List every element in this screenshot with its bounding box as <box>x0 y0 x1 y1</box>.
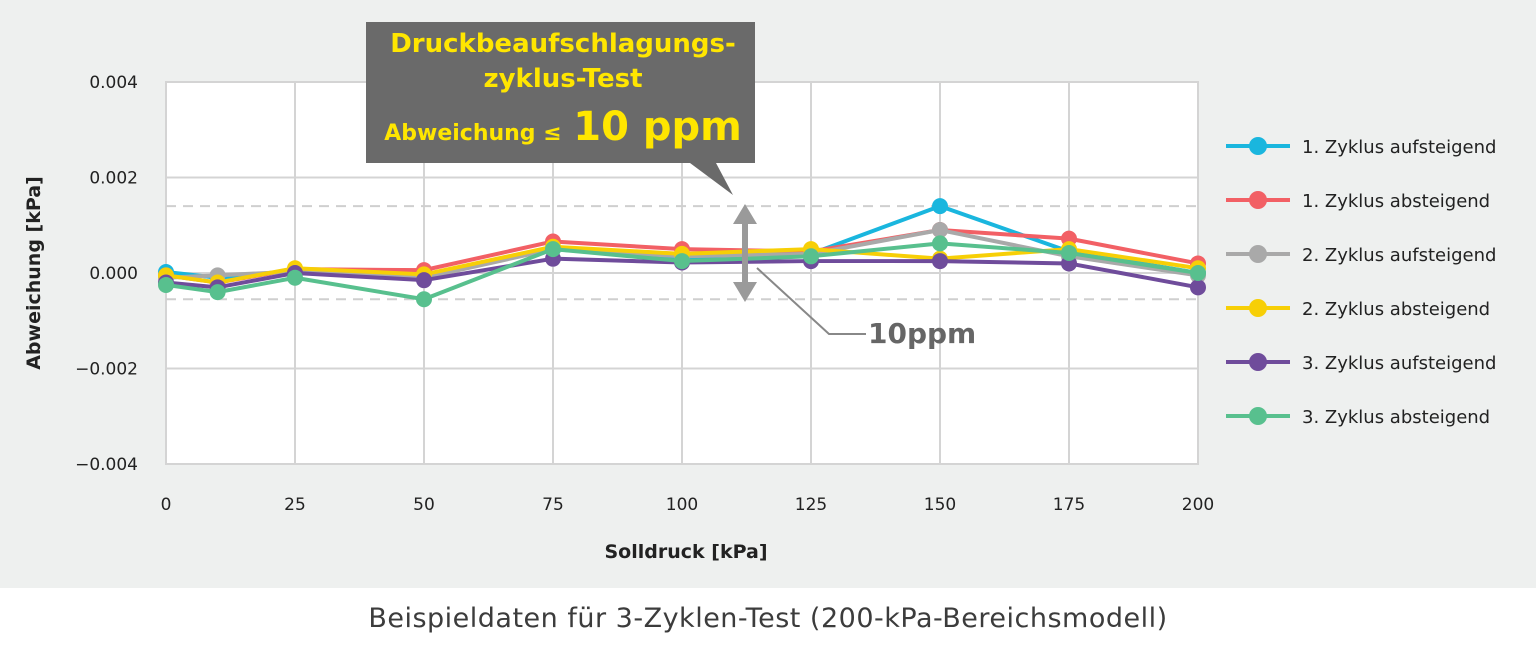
y-tick-label: −0.002 <box>75 360 138 380</box>
data-point <box>1190 279 1206 296</box>
data-point <box>1061 244 1077 261</box>
data-point <box>287 269 303 286</box>
data-point <box>932 198 948 215</box>
band-label: 10ppm <box>868 317 976 350</box>
data-point <box>158 276 174 293</box>
legend-item: 3. Zyklus absteigend <box>1226 407 1490 428</box>
legend-label: 3. Zyklus absteigend <box>1302 407 1490 428</box>
legend-item: 1. Zyklus absteigend <box>1226 191 1490 212</box>
callout-box <box>366 22 755 195</box>
data-point <box>674 253 690 270</box>
y-axis-title: Abweichung [kPa] <box>23 176 45 370</box>
x-tick-label: 50 <box>413 495 435 515</box>
legend: 1. Zyklus aufsteigend 1. Zyklus absteigen… <box>1226 137 1496 428</box>
chart-svg: 0 25 50 75 100 125 150 175 200 0.004 0.002 0.000 −0.… <box>23 22 1496 563</box>
y-tick-label: 0.002 <box>89 169 138 189</box>
y-tick-label: −0.004 <box>75 455 138 475</box>
data-point <box>932 253 948 270</box>
series-line <box>165 256 1199 290</box>
legend-swatch-marker <box>1249 137 1267 155</box>
legend-label: 2. Zyklus absteigend <box>1302 299 1490 320</box>
legend-label: 1. Zyklus absteigend <box>1302 191 1490 212</box>
data-point <box>416 272 432 289</box>
legend-swatch-marker <box>1249 245 1267 263</box>
data-point <box>416 291 432 308</box>
series-line <box>165 244 1199 285</box>
data-point <box>1190 265 1206 281</box>
data-point <box>545 241 561 258</box>
legend-item: 2. Zyklus absteigend <box>1226 299 1490 320</box>
x-tick-label: 175 <box>1053 495 1085 515</box>
legend-label: 1. Zyklus aufsteigend <box>1302 137 1496 158</box>
callout-line3b: 10 ppm <box>573 104 742 150</box>
series-line <box>165 241 1199 302</box>
x-tick-label: 125 <box>795 495 827 515</box>
legend-item: 3. Zyklus aufsteigend <box>1226 353 1496 374</box>
band-marker: 10ppm <box>733 204 976 350</box>
figure-caption: Beispieldaten für 3-Zyklen-Test (200-kPa… <box>368 603 1168 634</box>
chart-area: 0 25 50 75 100 125 150 175 200 0.004 0.002 0.000 −0.… <box>0 0 1536 588</box>
x-tick-label: 25 <box>284 495 306 515</box>
y-tick-label: 0.004 <box>89 73 138 93</box>
callout-line2: zyklus-Test <box>483 64 642 94</box>
callout: Druckbeaufschlagungs- zyklus-Test Abweic… <box>366 22 755 195</box>
x-tick-label: 75 <box>542 495 564 515</box>
series-3. Zyklus absteigend <box>158 235 1206 308</box>
data-point <box>932 235 948 252</box>
legend-swatch-marker <box>1249 407 1267 425</box>
band-leader-line <box>756 267 866 335</box>
data-point <box>803 248 819 265</box>
data-point <box>932 222 948 239</box>
legend-label: 2. Zyklus aufsteigend <box>1302 245 1496 266</box>
x-tick-label: 150 <box>924 495 956 515</box>
series-layer <box>158 198 1206 308</box>
legend-swatch-marker <box>1249 299 1267 317</box>
x-axis-title: Solldruck [kPa] <box>604 541 767 563</box>
y-tick-label: 0.000 <box>89 264 138 284</box>
callout-line3a: Abweichung ≤ <box>384 121 561 146</box>
legend-swatch-marker <box>1249 353 1267 371</box>
legend-label: 3. Zyklus aufsteigend <box>1302 353 1496 374</box>
x-tick-label: 100 <box>666 495 698 515</box>
band-arrow-head-up <box>733 204 757 224</box>
x-tick-label: 0 <box>161 495 172 515</box>
axis-layer: 0 25 50 75 100 125 150 175 200 0.004 0.002 0.000 −0.… <box>75 73 1214 515</box>
data-point <box>209 284 226 301</box>
callout-line1: Druckbeaufschlagungs- <box>390 29 736 59</box>
band-arrow-head-down <box>733 282 757 302</box>
band-layer <box>166 205 1198 301</box>
legend-item: 2. Zyklus aufsteigend <box>1226 245 1496 266</box>
legend-swatch-marker <box>1249 191 1267 209</box>
legend-item: 1. Zyklus aufsteigend <box>1226 137 1496 158</box>
x-tick-label: 200 <box>1182 495 1214 515</box>
callout-line3: Abweichung ≤ 10 ppm <box>384 104 742 150</box>
